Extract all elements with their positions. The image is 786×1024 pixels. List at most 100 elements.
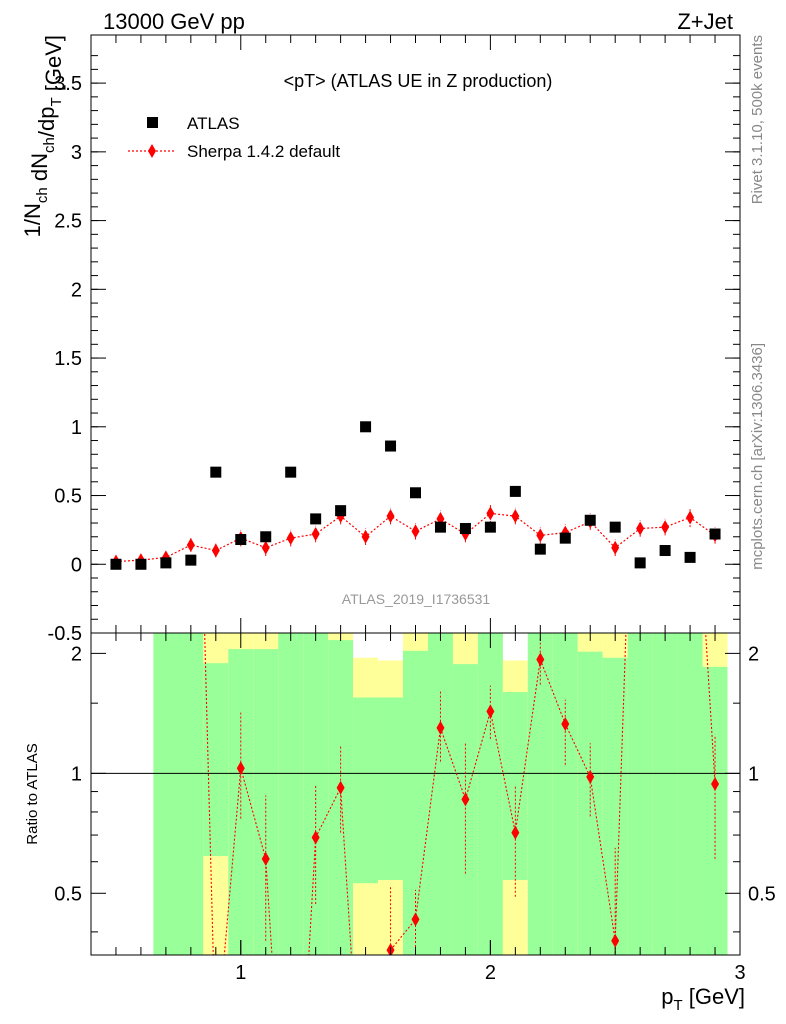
stat-uncertainty-band	[527, 633, 553, 955]
x-tick-label: 3	[734, 962, 745, 984]
atlas-point	[210, 466, 222, 478]
ratio-y-tick-label: 1	[71, 763, 82, 785]
sherpa-point	[686, 510, 695, 525]
x-axis-label: pT [GeV]	[661, 984, 745, 1014]
legend-atlas-label: ATLAS	[187, 114, 240, 133]
ratio-point	[461, 792, 470, 807]
atlas-point	[709, 528, 721, 540]
legend-sherpa-label: Sherpa 1.4.2 default	[187, 142, 340, 161]
stat-uncertainty-band	[652, 633, 678, 955]
atlas-point	[609, 521, 621, 533]
atlas-point	[509, 485, 521, 497]
y-tick-label: -0.5	[48, 623, 82, 645]
atlas-point	[260, 531, 272, 543]
atlas-point	[335, 505, 347, 517]
ratio-line-segment	[439, 727, 466, 800]
stat-uncertainty-band	[378, 697, 404, 880]
atlas-point	[185, 554, 197, 566]
ratio-point	[561, 716, 570, 731]
atlas-point	[584, 514, 596, 526]
legend-sherpa-marker	[148, 144, 156, 158]
ratio-point	[611, 933, 620, 948]
ratio-point	[586, 769, 595, 784]
ratio-y-tick-label: 2	[71, 643, 82, 665]
ratio-line-segment	[315, 787, 342, 838]
ratio-point	[311, 830, 320, 845]
ratio-line-segment	[464, 711, 491, 800]
ratio-point	[711, 777, 720, 792]
atlas-point	[235, 534, 247, 546]
stat-uncertainty-band	[328, 640, 354, 955]
ratio-point	[436, 720, 445, 735]
atlas-point	[484, 521, 496, 533]
ratio-series	[204, 633, 720, 955]
ratio-y-tick-label-right: 0.5	[748, 883, 776, 905]
ratio-offscale-segment	[223, 768, 242, 955]
y-tick-label: 3.5	[54, 73, 82, 95]
ratio-offscale-segment	[340, 787, 352, 955]
atlas-point	[110, 558, 122, 570]
header-left-text: 13000 GeV pp	[103, 9, 245, 34]
stat-uncertainty-band	[427, 633, 453, 955]
x-tick-label: 1	[235, 962, 246, 984]
y-tick-label: 0	[71, 554, 82, 576]
atlas-point	[659, 545, 671, 557]
stat-uncertainty-band	[477, 633, 503, 955]
atlas-point	[360, 421, 372, 433]
y-tick-label: 0.5	[54, 486, 82, 508]
plot-title: <pT> (ATLAS UE in Z production)	[284, 71, 553, 91]
ratio-line-segment	[390, 919, 416, 951]
atlas-point	[285, 466, 297, 478]
ratio-axes: 0.5 0.5 1 1 2 2 1 2 3	[54, 633, 776, 984]
y-tick-label: 1.5	[54, 348, 82, 370]
y-tick-label: 1	[71, 417, 82, 439]
ratio-offscale-segment	[705, 633, 716, 785]
main-panel: -0.5 0 0.5 1 1.5 2 2.5 3 3.5 <pT> (ATLAS UE in Z…	[20, 34, 741, 645]
x-tick-label: 2	[485, 962, 496, 984]
ratio-line-segment	[414, 727, 442, 920]
atlas-point	[559, 532, 571, 544]
atlas-point	[385, 440, 397, 452]
ratio-point	[411, 912, 420, 927]
main-y-axis: -0.5 0 0.5 1 1.5 2 2.5 3 3.5	[48, 35, 740, 645]
atlas-point	[310, 513, 322, 525]
sherpa-point	[311, 527, 320, 542]
atlas-point	[634, 557, 646, 569]
analysis-id-label: ATLAS_2019_I1736531	[342, 591, 491, 607]
stat-uncertainty-band	[403, 650, 428, 955]
stat-uncertainty-band	[702, 666, 728, 955]
atlas-point	[684, 551, 696, 563]
legend: ATLAS Sherpa 1.4.2 default	[128, 114, 340, 161]
atlas-point	[459, 523, 471, 535]
ratio-y-tick-label-right: 2	[748, 643, 759, 665]
stat-uncertainty-band	[153, 633, 204, 955]
sherpa-point	[661, 520, 670, 535]
ratio-y-tick-label-right: 1	[748, 763, 759, 785]
y-tick-label: 2	[71, 279, 82, 301]
atlas-point	[434, 521, 446, 533]
stat-uncertainty-band	[278, 633, 304, 955]
sherpa-point	[186, 538, 195, 553]
atlas-point	[160, 557, 172, 569]
main-plot-area	[110, 421, 721, 570]
sherpa-point	[636, 521, 645, 536]
ratio-plot-area	[91, 633, 740, 955]
y-tick-label: 3	[71, 142, 82, 164]
main-y-axis-label: 1/Nch dNch/dpT [GeV]	[20, 35, 66, 237]
stat-uncertainty-band	[552, 633, 578, 955]
atlas-point	[410, 487, 421, 499]
ratio-point	[336, 780, 345, 795]
ratio-line-segment	[514, 659, 541, 833]
ratio-point	[511, 825, 520, 840]
ratio-panel: 0.5 0.5 1 1 2 2 1 2 3 Ratio to ATLAS pT [GeV]	[24, 632, 776, 1014]
sherpa-point	[511, 509, 520, 524]
legend-atlas-marker	[147, 117, 158, 128]
mcplots-label: mcplots.cern.ch [arXiv:1306.3436]	[749, 343, 766, 570]
sherpa-point	[411, 524, 420, 539]
rivet-version-label: Rivet 3.1.10, 500k events	[749, 35, 766, 204]
ratio-offscale-segment	[265, 858, 273, 955]
sherpa-point	[386, 509, 395, 524]
ratio-y-axis-label: Ratio to ATLAS	[24, 743, 41, 844]
ratio-point	[536, 652, 545, 667]
